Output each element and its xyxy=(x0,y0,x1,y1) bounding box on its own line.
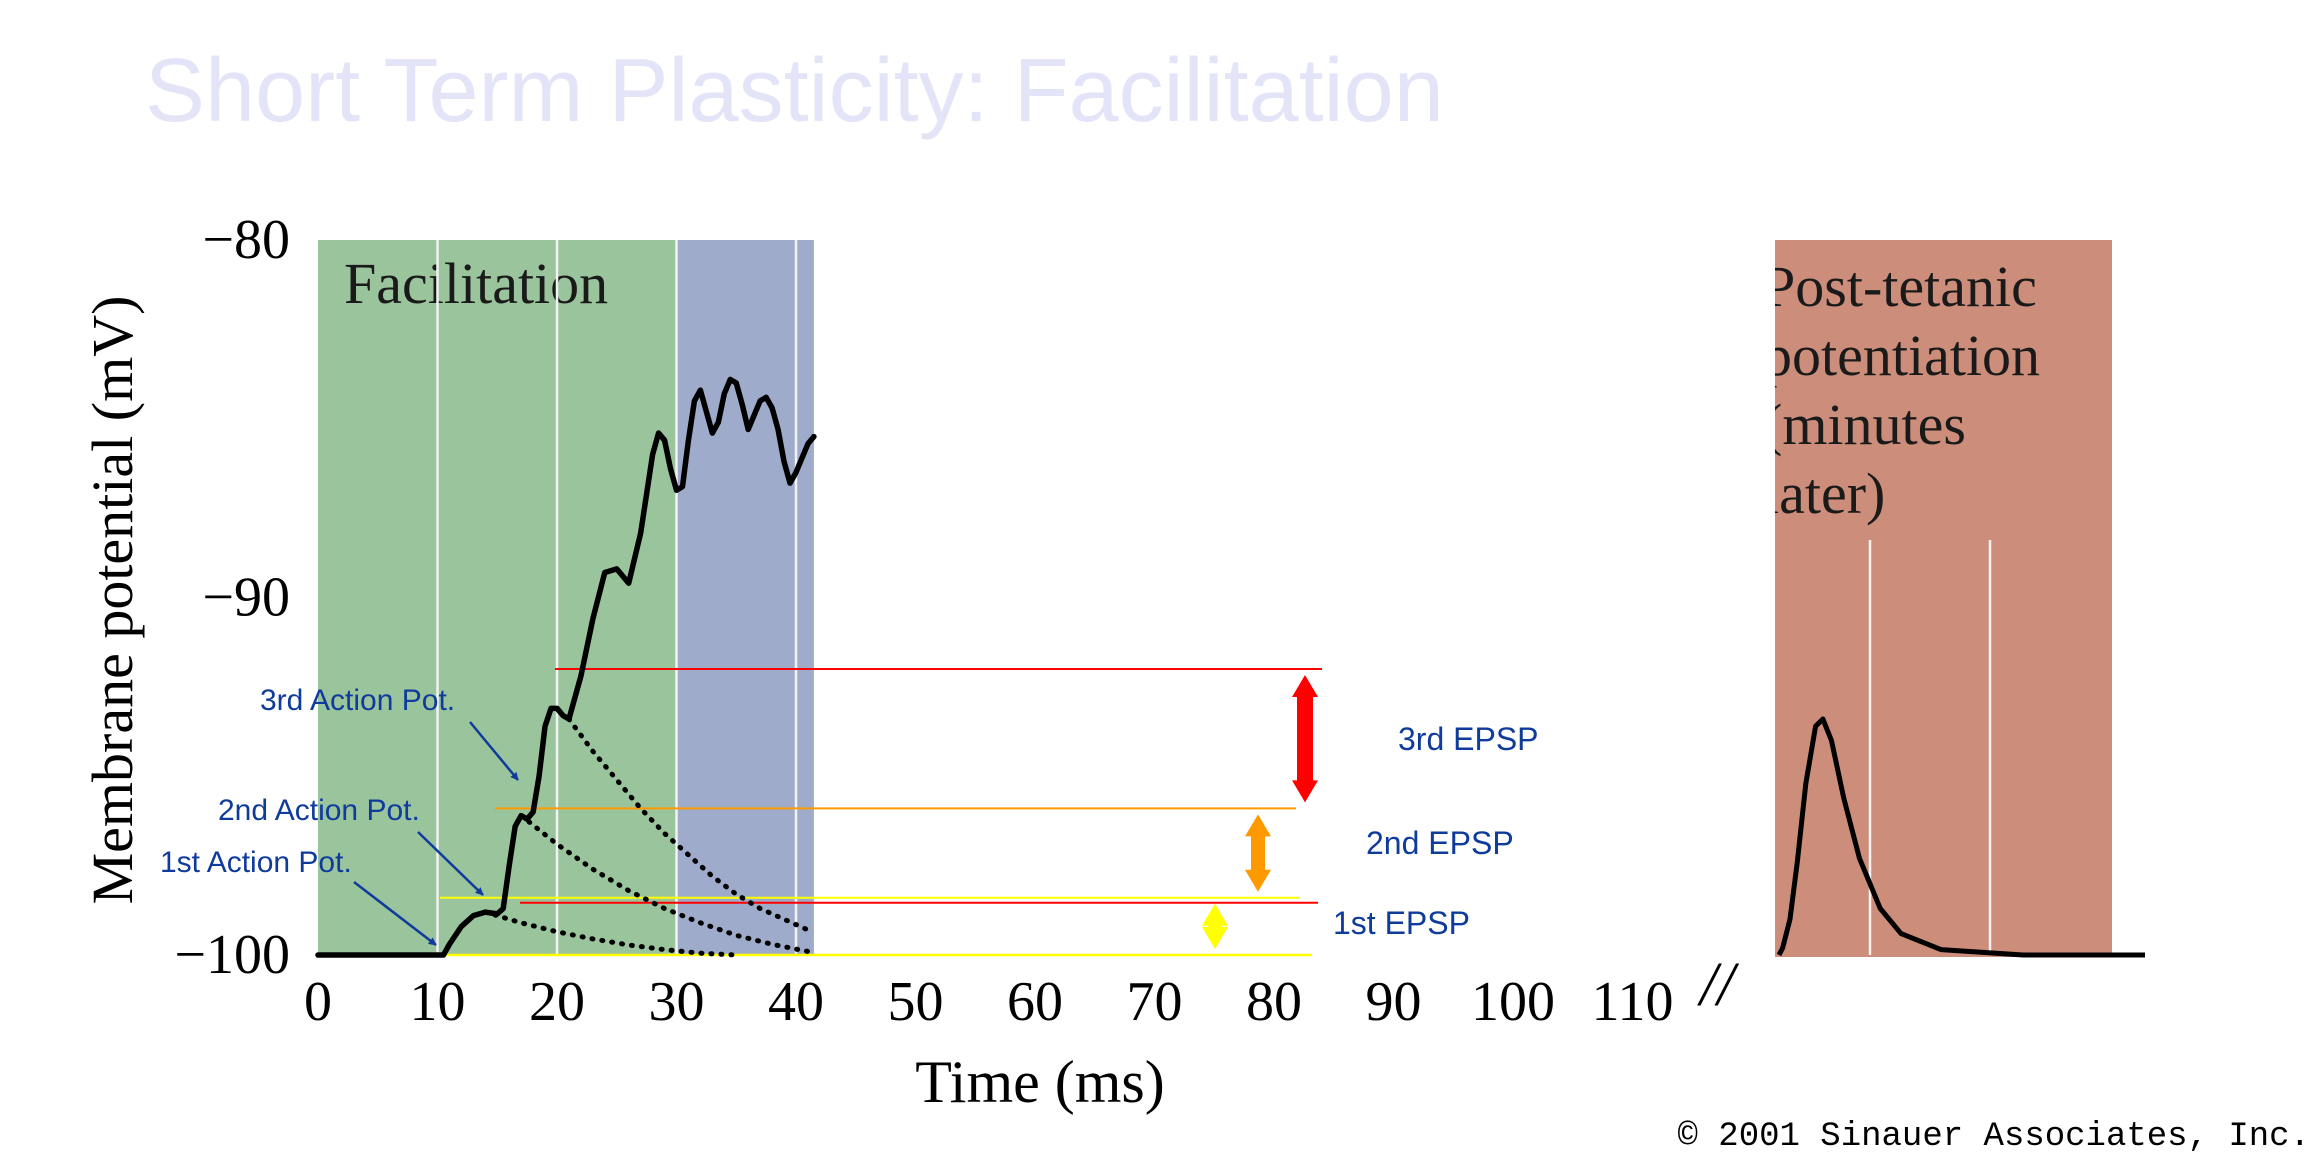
y-tick-label-90: −90 xyxy=(202,567,290,629)
post-tetanic-label-line: later) xyxy=(1763,461,1885,526)
x-tick-label-20: 20 xyxy=(529,971,585,1033)
copyright-notice: © 2001 Sinauer Associates, Inc. xyxy=(1677,1118,2310,1156)
decay-curve-3 xyxy=(566,716,811,933)
x-tick-label-110: 110 xyxy=(1592,971,1674,1033)
axis-break: // xyxy=(1697,951,1739,1019)
epsp-label-2: 2nd EPSP xyxy=(1366,825,1514,861)
decay-curve-2 xyxy=(518,813,811,954)
region-0 xyxy=(318,240,677,955)
post-tetanic-label-line: (minutes xyxy=(1763,392,1966,457)
epsp-arrow-1 xyxy=(1202,903,1228,949)
x-tick-label-70: 70 xyxy=(1127,971,1183,1033)
membrane-trace xyxy=(315,376,817,958)
x-tick-label-60: 60 xyxy=(1007,971,1063,1033)
region-1 xyxy=(676,240,814,955)
action-potential-arrow-2 xyxy=(417,831,484,896)
action-potential-label-2: 2nd Action Pot. xyxy=(218,794,420,827)
x-tick-label-10: 10 xyxy=(410,971,466,1033)
region-label-facilitation: Facilitation xyxy=(344,251,608,316)
post-tetanic-label-line: potentiation xyxy=(1763,323,2040,388)
action-potential-label-1: 1st Action Pot. xyxy=(160,846,352,879)
decay-curve-1 xyxy=(482,909,739,958)
post-tetanic-label-line: Post-tetanic xyxy=(1763,254,2037,319)
x-tick-label-0: 0 xyxy=(304,971,332,1033)
epsp-label-1: 1st EPSP xyxy=(1333,905,1470,941)
x-tick-label-90: 90 xyxy=(1366,971,1422,1033)
x-tick-label-40: 40 xyxy=(768,971,824,1033)
post-tetanic-trace xyxy=(1776,716,2145,958)
action-potential-label-3: 3rd Action Pot. xyxy=(260,684,455,717)
x-tick-label-80: 80 xyxy=(1246,971,1302,1033)
post-tetanic-region xyxy=(1775,240,2112,957)
action-potential-arrow-1 xyxy=(353,881,437,946)
x-tick-label-100: 100 xyxy=(1471,971,1555,1033)
post-tetanic-label: Post-tetanic potentiation (minutes later) xyxy=(1763,254,2040,526)
x-tick-label-50: 50 xyxy=(888,971,944,1033)
slide-title: Short Term Plasticity: Facilitation xyxy=(145,41,1444,141)
epsp-label-3: 3rd EPSP xyxy=(1398,721,1539,757)
y-tick-label-80: −80 xyxy=(202,209,290,271)
epsp-arrow-2 xyxy=(1245,814,1271,892)
x-tick-label-30: 30 xyxy=(649,971,705,1033)
epsp-arrow-3 xyxy=(1292,675,1318,803)
action-potential-arrow-3 xyxy=(469,721,519,781)
x-axis-label: Time (ms) xyxy=(915,1049,1165,1115)
y-axis-label: Membrane potential (mV) xyxy=(80,296,145,905)
y-tick-label-100: −100 xyxy=(174,924,290,986)
